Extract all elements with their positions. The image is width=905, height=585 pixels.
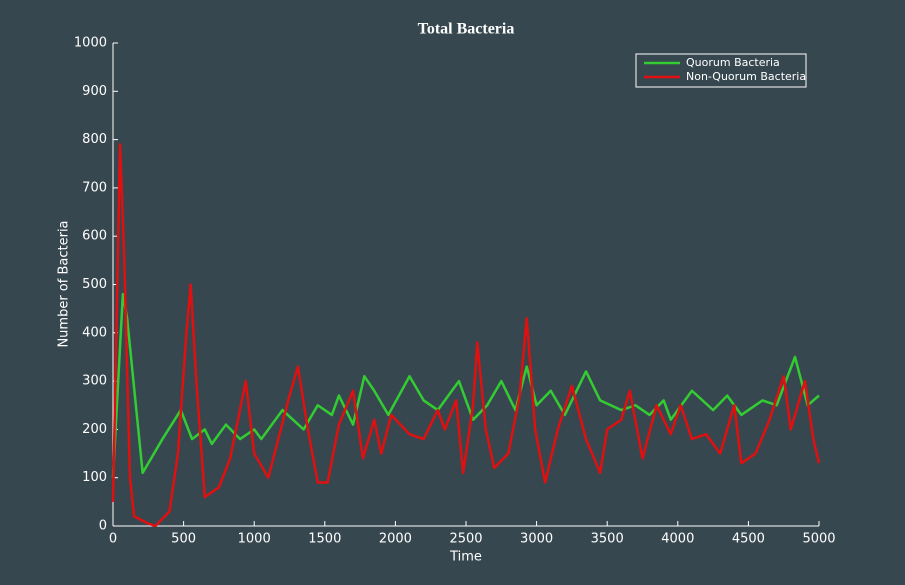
y-axis-label: Number of Bacteria [57,220,72,347]
y-tick-label: 600 [82,229,107,244]
x-tick-label: 2000 [379,532,412,547]
x-tick-label: 4000 [661,532,694,547]
series-line [111,292,820,478]
y-tick-label: 1000 [74,36,107,51]
y-tick-label: 300 [82,374,107,389]
y-tick-label: 400 [82,325,107,340]
x-tick-label: 5000 [802,532,835,547]
y-tick-label: 900 [82,84,107,99]
legend-box [635,53,807,88]
x-tick-label: 0 [109,532,117,547]
y-tick-label: 500 [82,277,107,292]
x-tick-label: 500 [171,532,196,547]
x-tick-label: 1500 [308,532,341,547]
x-tick-label: 1000 [238,532,271,547]
y-tick-label: 200 [82,422,107,437]
y-tick-label: 800 [82,132,107,147]
legend-label: Non-Quorum Bacteria [686,70,806,83]
x-tick-label: 2500 [449,532,482,547]
y-tick-label: 700 [82,180,107,195]
x-tick-label: 3500 [591,532,624,547]
chart-title: Total Bacteria [418,21,515,38]
y-tick-label: 0 [99,519,107,534]
x-tick-label: 3000 [520,532,553,547]
x-axis-label: Time [449,550,482,565]
series-line [111,143,821,528]
y-tick-label: 100 [82,470,107,485]
x-tick-label: 4500 [732,532,765,547]
legend-label: Quorum Bacteria [686,56,780,69]
